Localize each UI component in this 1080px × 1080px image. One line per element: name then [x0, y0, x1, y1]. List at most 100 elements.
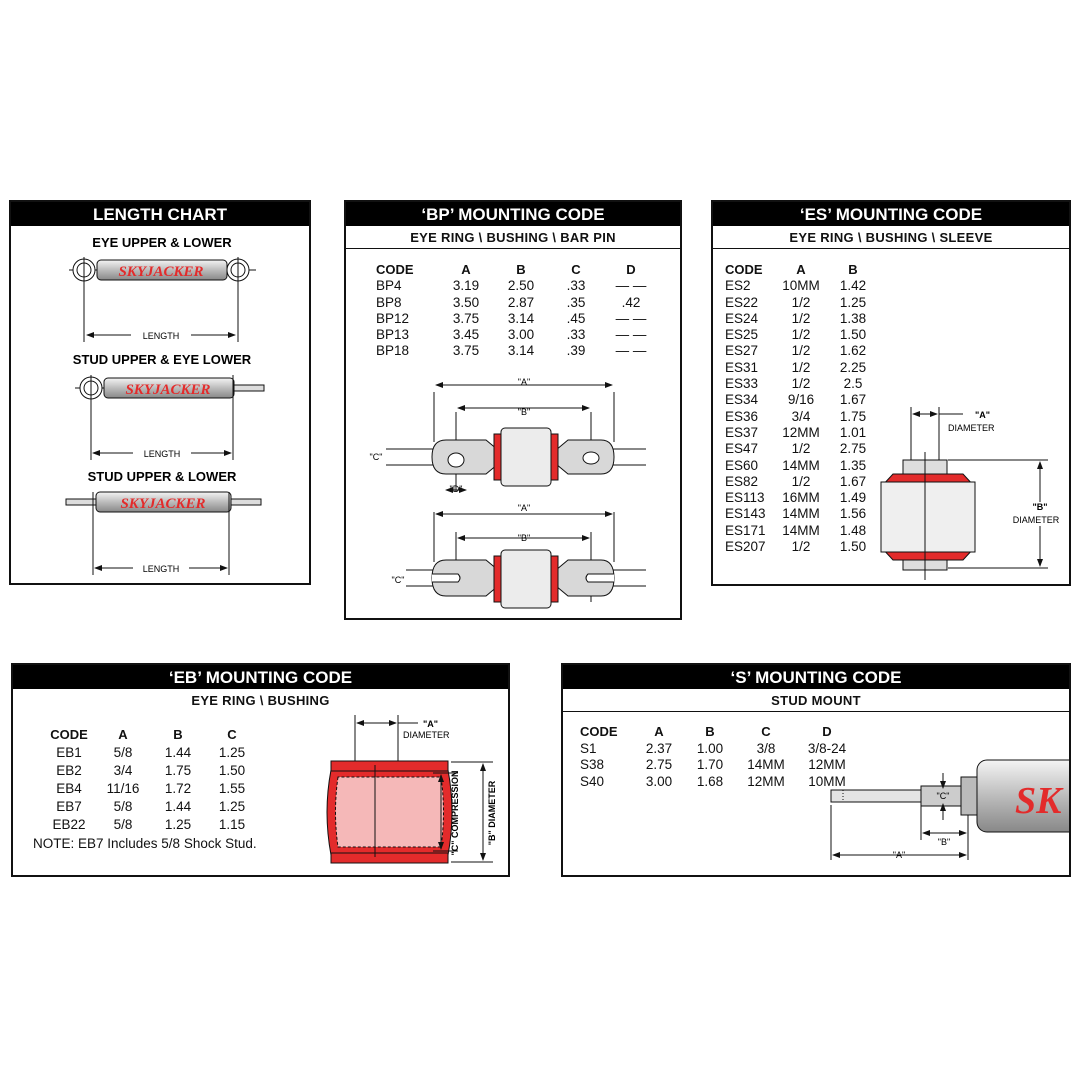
table-row: EB7 5/8 1.44 1.25: [43, 798, 259, 816]
table-cell: 1.70: [696, 757, 724, 772]
table-cell: ES37: [725, 424, 759, 440]
table-row: ES25 1/2 1.50: [725, 327, 881, 343]
table-row: ES33 1/2 2.5: [725, 376, 881, 392]
table-cell: ES207: [725, 539, 766, 555]
table-cell: 10MM: [782, 278, 820, 294]
table-row: BP13 3.45 3.00 .33 — —: [376, 327, 658, 343]
column-header: CODE: [50, 727, 88, 742]
table-cell: EB1: [56, 745, 82, 760]
table-cell: 5/8: [113, 799, 133, 814]
table-cell: 5/8: [113, 817, 133, 832]
table-cell: 12MM: [808, 757, 846, 772]
table-cell: 1.42: [839, 278, 867, 294]
column-header: B: [516, 262, 526, 277]
table-row: ES207 1/2 1.50: [725, 539, 881, 555]
s-stud-diagram: SK "C" "B" "A": [830, 759, 1069, 860]
es-sleeve-diagram: "A" DIAMETER "B" DIAMETER: [880, 407, 1060, 580]
eb-mounting-panel: ‘EB’ MOUNTING CODE EYE RING \ BUSHING CO…: [11, 663, 510, 877]
table-cell: 2.5: [843, 376, 863, 392]
eb-table: CODE A B C EB1 5/8 1.44 1.25 EB2 3/4 1.75 1.50 EB4 11…: [43, 726, 259, 834]
table-cell: — —: [615, 327, 647, 343]
table-cell: 3/8: [756, 740, 776, 756]
table-cell: 1/2: [791, 327, 811, 343]
table-cell: ES113: [725, 490, 765, 506]
table-cell: 14MM: [782, 506, 820, 522]
table-cell: 1/2: [791, 539, 811, 555]
table-cell: ES82: [725, 473, 759, 489]
dim-a-sub: DIAMETER: [948, 423, 995, 433]
table-cell: 2.87: [507, 294, 535, 310]
table-row: BP12 3.75 3.14 .45 — —: [376, 311, 658, 327]
table-row: BP8 3.50 2.87 .35 .42: [376, 295, 658, 311]
table-cell: — —: [615, 343, 647, 359]
table-cell: S40: [580, 773, 605, 789]
table-cell: 2.25: [839, 359, 867, 375]
bp-bar-pin-diagram: "A" "B" "C" "D" "A" "B" "C": [370, 377, 646, 609]
table-cell: 1.15: [218, 817, 246, 832]
table-cell: BP13: [376, 327, 410, 343]
table-row: EB1 5/8 1.44 1.25: [43, 744, 259, 762]
table-cell: 12MM: [782, 424, 820, 440]
table-cell: EB4: [56, 781, 82, 796]
table-row: ES22 1/2 1.25: [725, 295, 881, 311]
table-row: ES82 1/2 1.67: [725, 474, 881, 490]
column-header: CODE: [725, 262, 763, 277]
table-cell: 12MM: [747, 773, 785, 789]
column-header: D: [822, 724, 832, 739]
table-cell: EB7: [56, 799, 82, 814]
table-cell: ES36: [725, 408, 759, 424]
table-cell: 3.14: [507, 310, 535, 326]
table-row: EB22 5/8 1.25 1.15: [43, 816, 259, 834]
table-cell: 2.50: [507, 278, 535, 294]
column-header: B: [173, 727, 183, 742]
skyjacker-logo: SKYJACKER: [125, 382, 210, 398]
table-cell: 1.25: [839, 294, 867, 310]
dim-b-label: "B": [1032, 502, 1047, 512]
table-cell: ES25: [725, 327, 759, 343]
dim-b-label: "B" DIAMETER: [487, 780, 497, 845]
table-cell: 1.72: [164, 781, 192, 796]
table-cell: 3.00: [645, 773, 673, 789]
table-cell: 5/8: [113, 745, 133, 760]
panel-title: ‘EB’ MOUNTING CODE: [13, 665, 508, 689]
shock-stud-stud: [65, 491, 262, 575]
shock-eye-eye: [69, 257, 256, 342]
table-cell: 3.19: [452, 278, 480, 294]
table-row: EB4 11/16 1.72 1.55: [43, 780, 259, 798]
table-cell: 1.75: [164, 763, 192, 778]
table-row: ES36 3/4 1.75: [725, 409, 881, 425]
table-cell: .33: [566, 278, 586, 294]
dim-b-label: "B": [938, 837, 950, 847]
dim-c-label: "C": [370, 452, 383, 462]
table-row: ES171 14MM 1.48: [725, 523, 881, 539]
table-cell: ES31: [725, 359, 759, 375]
table-cell: 1.35: [839, 457, 867, 473]
es-mounting-panel: ‘ES’ MOUNTING CODE EYE RING \ BUSHING \ …: [711, 200, 1071, 586]
dim-a-label: "A": [518, 503, 530, 513]
table-cell: EB2: [56, 763, 82, 778]
dim-a-label: "A": [518, 377, 530, 387]
s-table: CODE A B C D S1 2.37 1.00 3/8 3/8-24 S38 2.75 1.70 14…: [580, 724, 858, 790]
table-cell: ES2: [725, 278, 751, 294]
table-cell: 1.44: [164, 799, 192, 814]
table-cell: 1/2: [791, 343, 811, 359]
table-cell: .42: [621, 294, 641, 310]
panel-subtitle: EYE RING \ BUSHING \ SLEEVE: [713, 226, 1069, 249]
table-cell: EB22: [52, 817, 86, 832]
table-cell: BP18: [376, 343, 410, 359]
table-cell: 1.48: [839, 522, 867, 538]
skyjacker-logo: SK: [1015, 780, 1064, 822]
column-header: D: [626, 262, 636, 277]
table-row: BP18 3.75 3.14 .39 — —: [376, 343, 658, 359]
column-header: A: [796, 262, 806, 277]
table-cell: 1/2: [791, 294, 811, 310]
table-cell: 1/2: [791, 473, 811, 489]
table-cell: ES33: [725, 376, 759, 392]
table-cell: 1.25: [164, 817, 192, 832]
table-row: ES60 14MM 1.35: [725, 458, 881, 474]
column-header: A: [118, 727, 128, 742]
table-row: S1 2.37 1.00 3/8 3/8-24: [580, 741, 858, 758]
table-cell: 9/16: [787, 392, 815, 408]
table-row: ES27 1/2 1.62: [725, 343, 881, 359]
table-cell: 1.56: [839, 506, 867, 522]
